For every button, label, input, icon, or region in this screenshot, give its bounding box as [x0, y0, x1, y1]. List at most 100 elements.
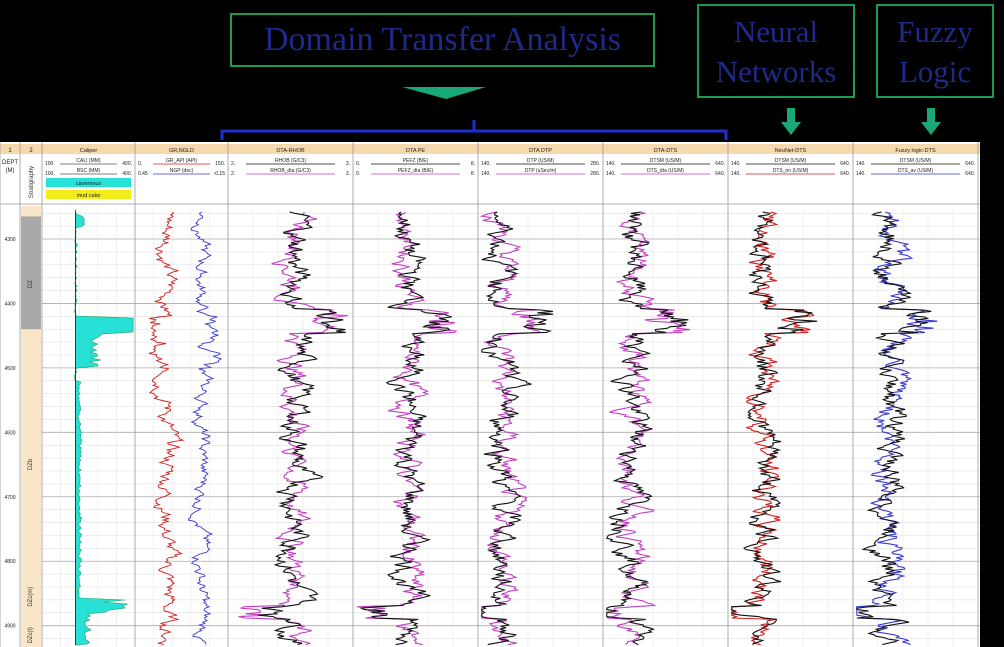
depth-tick-4500: 4500	[4, 366, 15, 372]
curve-right-0-0: 400.	[122, 161, 132, 167]
track-title-5: DTA-DTS	[654, 148, 678, 154]
ngp-curve	[187, 211, 223, 645]
dta-heading-text: Domain Transfer Analysis	[264, 21, 621, 58]
legend-label-0: cavernous	[76, 181, 102, 187]
curve-left-3-1: 0.	[356, 171, 360, 177]
track-1-predicted-curve	[356, 211, 458, 646]
track-3-measured-curve	[606, 211, 689, 646]
strat-zone-dzb: DZb	[28, 458, 34, 470]
curve-name-5-0: DTSM (US/M)	[650, 158, 682, 164]
curve-left-4-1: 140.	[481, 171, 491, 177]
curve-right-4-0: 280.	[590, 161, 600, 167]
curve-name-1-1: NGP (dec)	[170, 168, 194, 174]
dta-bracket	[220, 120, 728, 140]
curve-name-0-1: BSC (MM)	[77, 168, 101, 174]
neural-networks-heading: Neural Networks	[697, 4, 855, 98]
curve-name-7-1: DTS_av (US/M)	[898, 168, 934, 174]
curve-left-7-1: 140.	[856, 171, 866, 177]
curve-left-2-1: 2.	[231, 171, 235, 177]
gr-curve	[148, 211, 185, 646]
connector-arrows	[220, 87, 941, 140]
track-1-measured-curve	[359, 211, 452, 646]
depth-header-label: DEPT	[2, 160, 18, 166]
strat-zone-dzc(m): DZc(m)	[28, 587, 34, 607]
domain-transfer-analysis-heading: Domain Transfer Analysis	[230, 13, 655, 67]
curve-left-6-0: 140.	[731, 161, 741, 167]
track-4-measured-curve	[731, 211, 818, 646]
curve-left-5-0: 140.	[606, 161, 616, 167]
curve-left-2-0: 2.	[231, 161, 235, 167]
title-band	[0, 144, 980, 154]
curve-right-5-0: 640.	[715, 161, 725, 167]
curve-left-7-0: 140.	[856, 161, 866, 167]
curve-right-2-0: 3.	[346, 161, 350, 167]
track-title-1: GR,NGLD	[169, 148, 194, 154]
curve-right-3-1: 8.	[471, 171, 475, 177]
track-title-0: Caliper	[80, 148, 98, 154]
depth-tick-4700: 4700	[4, 495, 15, 501]
strat-header: Stratigraphy	[29, 166, 35, 198]
track-3-predicted-curve	[606, 211, 691, 646]
dta-down-arrow	[402, 87, 486, 99]
curve-name-5-1: DTS_dta (US/M)	[647, 168, 684, 174]
curve-right-7-0: 640.	[965, 161, 975, 167]
depth-tick-4800: 4800	[4, 559, 15, 565]
curve-name-2-0: RHOB (G/C3)	[275, 158, 306, 164]
track-title-4: DTA DTP	[529, 148, 552, 154]
curve-left-4-0: 140.	[481, 161, 491, 167]
curve-right-0-1: 400.	[122, 171, 132, 177]
track-0-measured-curve	[258, 211, 346, 646]
curve-name-2-1: RHOB_dta (G/C3)	[270, 168, 311, 174]
curve-right-1-1: -0.15	[214, 171, 226, 177]
curve-right-7-1: 640.	[965, 171, 975, 177]
track-title-3: DTA PE	[406, 148, 425, 154]
curve-left-1-1: 0.45	[138, 171, 148, 177]
legend-label-1: mud cake	[77, 193, 101, 199]
curve-name-3-0: PEFZ (B/E)	[403, 158, 429, 164]
track-number-1: 1	[8, 148, 12, 154]
depth-tick-4300: 4300	[4, 237, 15, 243]
curve-left-6-1: 140.	[731, 171, 741, 177]
depth-tick-4400: 4400	[4, 301, 15, 307]
curve-right-5-1: 640.	[715, 171, 725, 177]
track-title-2: DTA-RHOB	[276, 148, 305, 154]
fl-heading-line-2: Logic	[898, 54, 972, 89]
depth-header-unit: (M)	[6, 168, 15, 174]
fl-heading-line-1: Fuzzy	[897, 14, 973, 49]
nn-down-arrow	[781, 108, 801, 135]
curve-name-0-0: CALI (MM)	[76, 158, 101, 164]
track-5-predicted-curve	[856, 211, 938, 646]
strat-zone-dzc(l): DZc(l)	[28, 627, 34, 643]
track-2-measured-curve	[481, 211, 554, 646]
curve-right-1-0: 150.	[215, 161, 225, 167]
curve-left-3-0: 0.	[356, 161, 360, 167]
track-5-measured-curve	[856, 211, 932, 646]
fuzzy-logic-heading: Fuzzy Logic	[876, 4, 994, 98]
curve-name-6-1: DTS_nn (US/M)	[773, 168, 809, 174]
depth-tick-4900: 4900	[4, 624, 15, 630]
nn-heading-line-1: Neural	[733, 14, 819, 49]
curve-left-0-0: 100.	[45, 161, 55, 167]
curve-name-1-0: GR_API (API)	[166, 158, 197, 164]
track-title-7: Fuzzy logic-DTS	[895, 148, 936, 154]
strat-zone-dz: DZ	[28, 280, 34, 288]
track-number-2: 2	[29, 148, 33, 154]
curve-right-6-0: 640.	[840, 161, 850, 167]
curve-name-6-0: DTSM (US/M)	[775, 158, 807, 164]
track-0-predicted-curve	[238, 211, 348, 646]
legend-swatch-1	[46, 190, 131, 199]
curve-right-6-1: 640.	[840, 171, 850, 177]
depth-tick-4600: 4600	[4, 430, 15, 436]
track-title-6: NeuNet-DTS	[775, 148, 807, 154]
curve-left-0-1: 100.	[45, 171, 55, 177]
fl-down-arrow	[921, 108, 941, 135]
curve-right-3-0: 8.	[471, 161, 475, 167]
well-log-panel: 1 2 DEPT (M) Stratigraphy DZ DZb DZc(m) DZc(l) Ca…	[0, 142, 980, 647]
curve-left-5-1: 140.	[606, 171, 616, 177]
nn-heading-line-2: Networks	[715, 54, 837, 89]
curve-name-4-0: DTP (US/M)	[527, 158, 554, 164]
curve-left-1-0: 0.	[138, 161, 142, 167]
curve-name-4-1: DTP (uSec/m)	[525, 168, 557, 174]
curve-name-7-0: DTSM (US/M)	[900, 158, 932, 164]
legend-swatch-0	[46, 178, 131, 187]
